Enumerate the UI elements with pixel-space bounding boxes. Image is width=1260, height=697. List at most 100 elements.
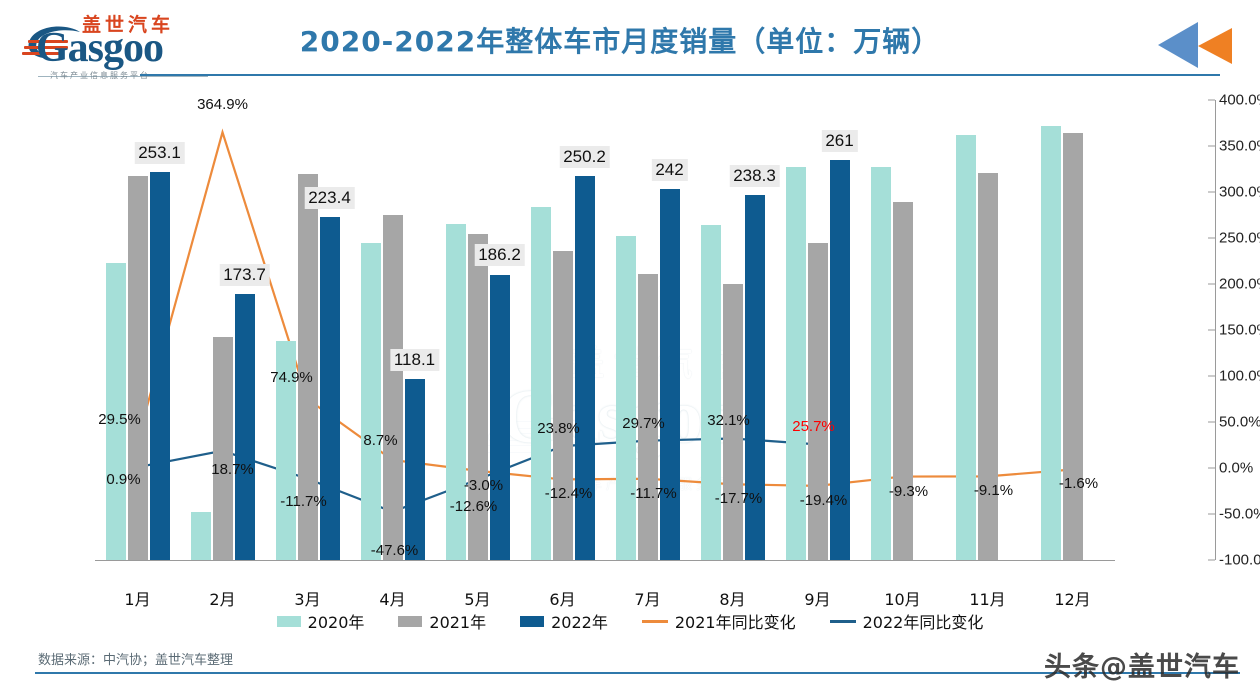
line-point-label: 29.7% <box>622 414 665 432</box>
bottom-watermark: 头条@盖世汽车 <box>1044 652 1240 683</box>
y-axis-tick-right: -100.0% <box>1219 551 1260 569</box>
bar-2020年 <box>1040 126 1061 560</box>
y-axis-tick-right: 350.0% <box>1219 137 1260 155</box>
x-axis-label: 8月 <box>719 590 746 609</box>
bar-2020年 <box>275 340 296 560</box>
y-axis-tick-right: 300.0% <box>1219 183 1260 201</box>
legend-item[interactable]: 2021年同比变化 <box>641 609 796 633</box>
x-axis-label: 12月 <box>1054 590 1091 609</box>
bar-2021年 <box>977 173 998 560</box>
legend-label: 2020年 <box>307 613 365 632</box>
footer-divider <box>35 672 1240 674</box>
logo-divider <box>38 76 208 77</box>
bar-2021年 <box>467 233 488 560</box>
line-point-label: -11.7% <box>280 492 327 510</box>
bar-value-label: 242 <box>651 158 688 181</box>
bar-value-label: 223.4 <box>304 187 355 210</box>
bar-2020年 <box>785 166 806 560</box>
line-point-label: -17.7% <box>714 490 763 508</box>
line-point-label: -1.6% <box>1058 475 1099 493</box>
bar-2021年 <box>807 243 828 560</box>
line-point-label: 32.1% <box>707 412 750 430</box>
bar-value-label: 173.7 <box>219 263 270 286</box>
y-axis-tickmark-right <box>1208 421 1215 423</box>
y-axis-tickmark-right <box>1208 191 1215 193</box>
chart-legend: 2020年 2021年 2022年 2021年同比变化 2022年同比变化 <box>0 606 1260 636</box>
legend-item[interactable]: 2022年 <box>520 609 608 633</box>
bar-2022年 <box>234 293 255 560</box>
legend-item[interactable]: 2022年同比变化 <box>829 609 984 633</box>
x-axis-label: 10月 <box>884 590 921 609</box>
x-axis-label: 3月 <box>294 590 321 609</box>
line-point-label: -47.6% <box>370 541 419 559</box>
legend-line-icon <box>641 619 668 623</box>
bar-2020年 <box>445 223 466 560</box>
y-axis-tickmark-right <box>1208 99 1215 101</box>
plot-canvas: 050100150200250300-100.0%-50.0%0.0%50.0%… <box>95 92 1260 609</box>
y-axis-tick-right: 150.0% <box>1219 321 1260 339</box>
x-axis-label: 11月 <box>969 590 1006 609</box>
x-axis-label: 7月 <box>634 590 661 609</box>
bar-2021年 <box>637 274 658 560</box>
y-axis-tick-right: 100.0% <box>1219 367 1260 385</box>
bar-2022年 <box>659 188 680 560</box>
bar-2020年 <box>870 166 891 560</box>
bar-2021年 <box>722 284 743 560</box>
bar-value-label: 250.2 <box>559 146 610 169</box>
y-axis-tick-right: 200.0% <box>1219 275 1260 293</box>
bar-2022年 <box>574 176 595 560</box>
line-point-label: 23.8% <box>537 420 580 438</box>
bar-2020年 <box>955 135 976 560</box>
y-axis-line-right <box>1215 100 1216 560</box>
y-axis-tickmark-right <box>1208 559 1215 561</box>
bar-2021年 <box>297 173 318 560</box>
line-point-label: -12.6% <box>449 497 498 515</box>
double-arrow-icon <box>1158 22 1232 68</box>
line-point-label: -12.4% <box>544 485 593 503</box>
line-point-label: 74.9% <box>270 369 313 387</box>
bar-2021年 <box>127 176 148 560</box>
line-point-label: -11.7% <box>630 484 677 502</box>
y-axis-tickmark-right <box>1208 329 1215 331</box>
y-axis-tick-right: 50.0% <box>1219 413 1260 431</box>
bar-2021年 <box>212 336 233 560</box>
legend-swatch-icon <box>276 615 301 627</box>
logo-wordmark: Gasgoo <box>36 25 164 71</box>
bar-2021年 <box>892 202 913 560</box>
line-point-label: -3.0% <box>463 476 504 494</box>
bar-2020年 <box>360 242 381 560</box>
chart-area: 盖世汽车 Gasgoo 汽车产业信息服务平台 05010015020025030… <box>0 86 1260 697</box>
legend-swatch-icon <box>520 615 545 627</box>
legend-label: 2022年同比变化 <box>862 613 984 632</box>
legend-label: 2021年同比变化 <box>674 613 796 632</box>
bar-2020年 <box>530 207 551 560</box>
x-axis-line <box>95 560 1115 561</box>
x-axis-label: 4月 <box>379 590 406 609</box>
page-header: 盖世汽车 Gasgoo 汽车产业信息服务平台 2020-2022年整体车市月度销… <box>0 0 1260 86</box>
x-axis-label: 9月 <box>804 590 831 609</box>
bar-value-label: 261 <box>821 129 858 152</box>
header-divider <box>140 74 1220 76</box>
logo-chinese-name: 盖世汽车 <box>82 14 175 36</box>
logo-swoosh-icon <box>28 26 81 59</box>
data-source-note: 数据来源：中汽协；盖世汽车整理 <box>38 653 234 668</box>
logo-tagline: 汽车产业信息服务平台 <box>50 71 150 80</box>
bar-2020年 <box>615 236 636 560</box>
bar-2022年 <box>319 217 340 560</box>
line-point-label: 25.7% <box>792 418 835 436</box>
y-axis-tick-right: 0.0% <box>1219 459 1254 477</box>
line-point-label: 0.9% <box>106 471 141 489</box>
legend-item[interactable]: 2021年 <box>398 609 486 633</box>
y-axis-tickmark-right <box>1208 145 1215 147</box>
bar-2020年 <box>105 262 126 560</box>
bar-2020年 <box>700 224 721 560</box>
line-point-label: 18.7% <box>211 460 254 478</box>
y-axis-tickmark-right <box>1208 467 1215 469</box>
line-point-label: -9.1% <box>973 482 1014 500</box>
legend-line-icon <box>829 619 856 623</box>
legend-item[interactable]: 2020年 <box>276 609 365 633</box>
y-axis-tickmark-right <box>1208 375 1215 377</box>
logo-stripes-icon <box>22 40 68 60</box>
bar-2020年 <box>190 512 211 560</box>
y-axis-tick-right: 400.0% <box>1219 91 1260 109</box>
